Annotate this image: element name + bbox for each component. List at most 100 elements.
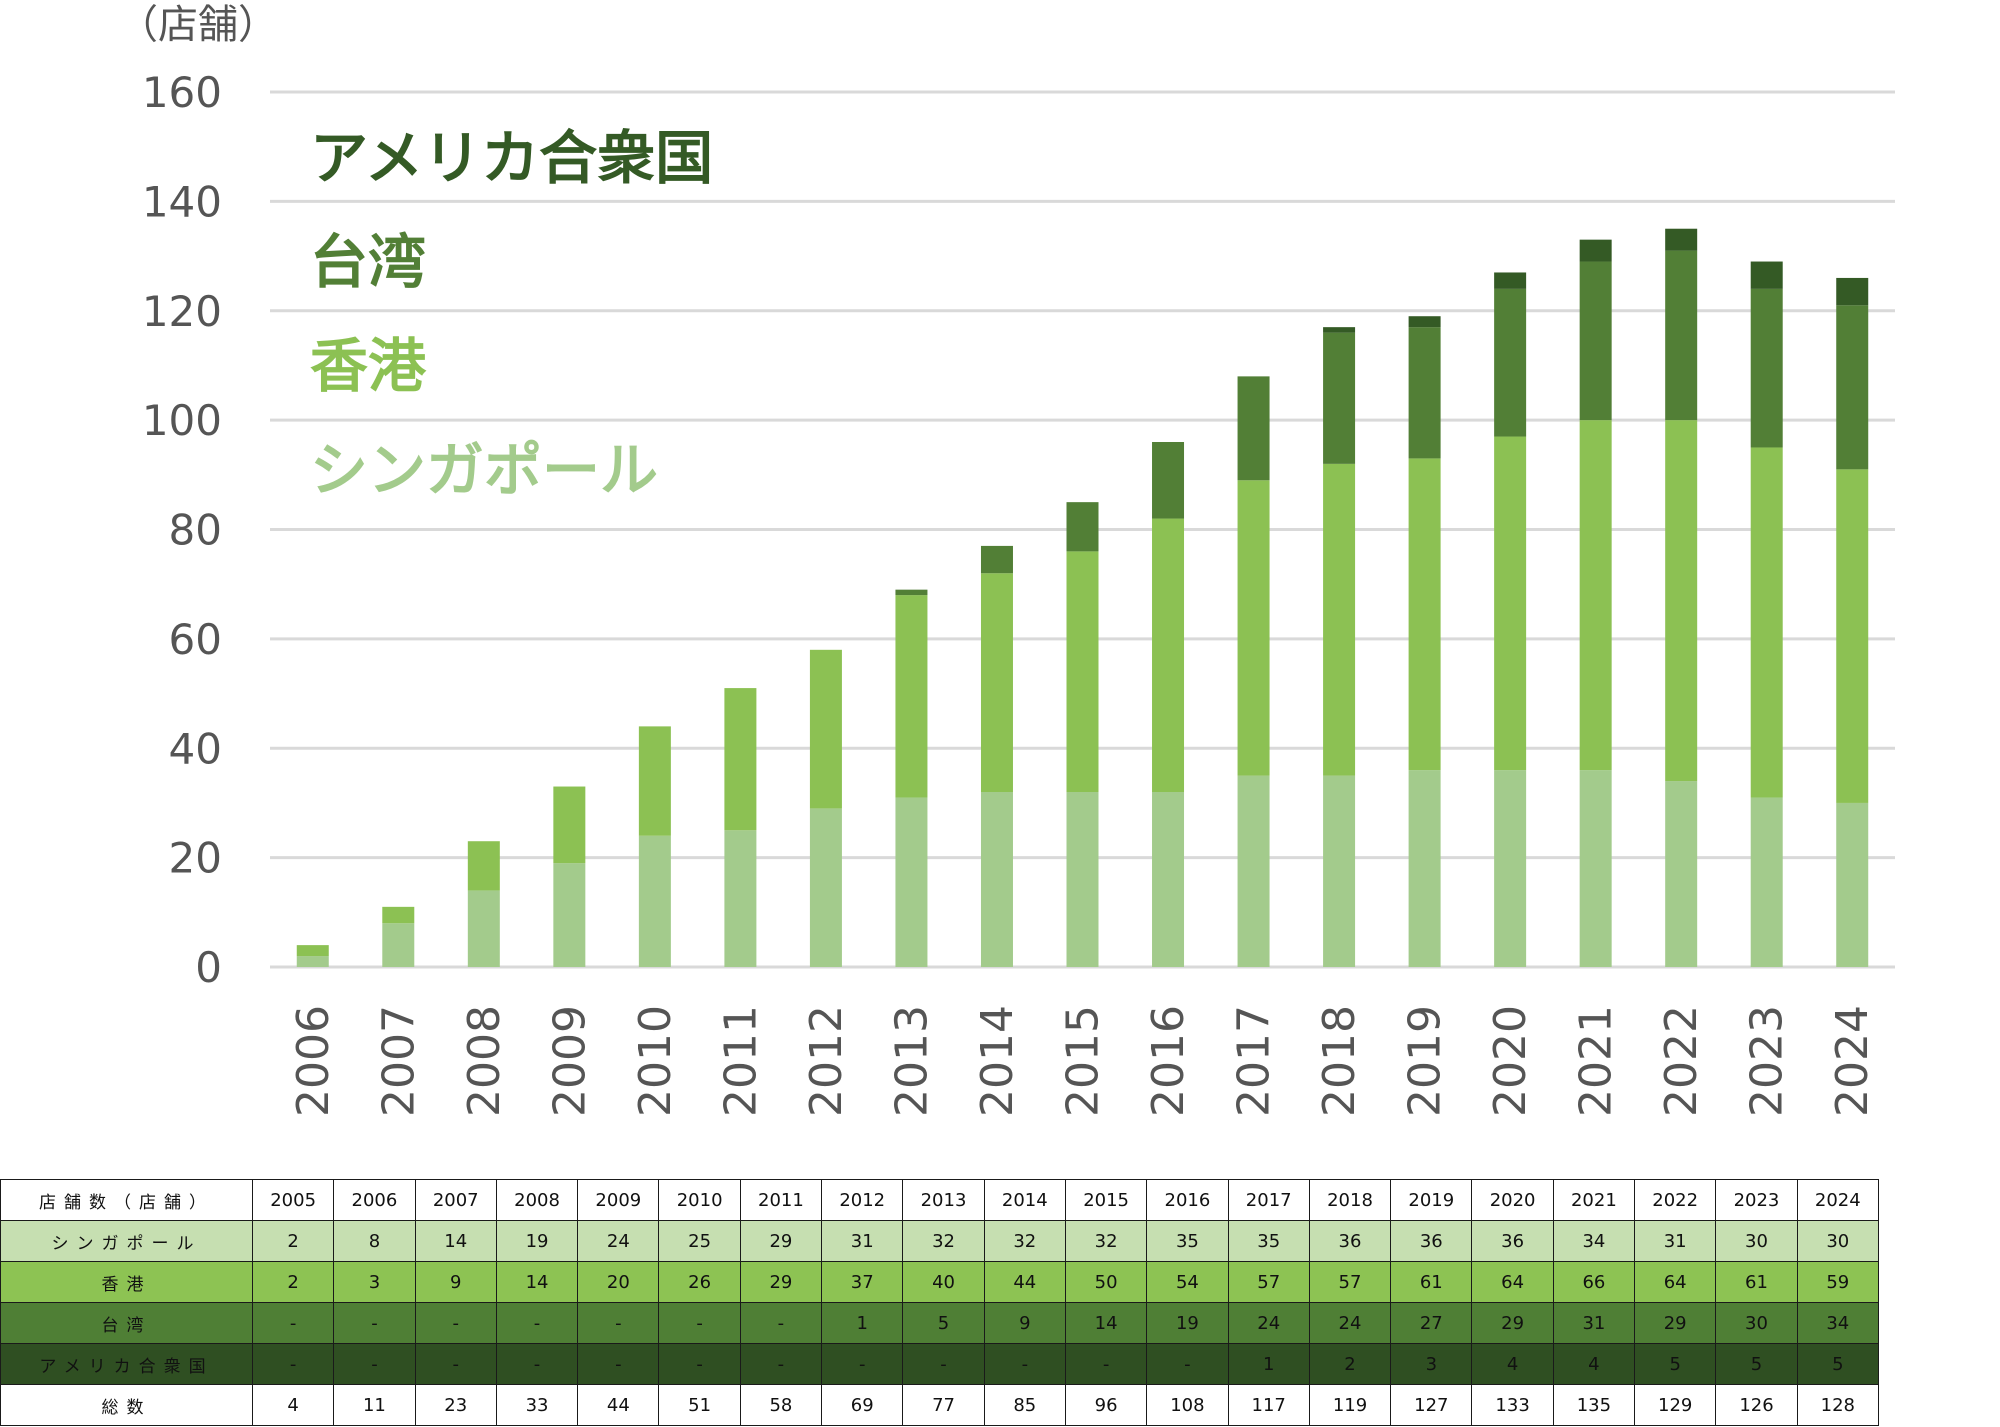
table-year-cell: 2019 xyxy=(1390,1179,1473,1221)
x-tick-label: 2015 xyxy=(1058,1005,1109,1117)
table-cell: 3 xyxy=(333,1261,416,1303)
table-year-cell: 2023 xyxy=(1715,1179,1798,1221)
table-year-cell: 2022 xyxy=(1634,1179,1717,1221)
y-tick-label: 120 xyxy=(142,287,222,336)
x-tick-label: 2016 xyxy=(1143,1005,1194,1117)
bar-2019-series-2 xyxy=(1408,327,1441,459)
table-cell: 4 xyxy=(1552,1343,1636,1385)
x-tick-label: 2014 xyxy=(972,1005,1023,1117)
table-cell: 9 xyxy=(414,1261,497,1303)
bar-2016-series-0 xyxy=(1152,792,1185,967)
table-cell: - xyxy=(333,1302,416,1344)
bar-2024-series-3 xyxy=(1836,277,1869,306)
table-cell: - xyxy=(414,1343,497,1385)
x-tick-label: 2006 xyxy=(288,1005,339,1117)
table-cell: - xyxy=(251,1343,335,1385)
bar-2012-series-0 xyxy=(809,808,842,967)
table-cell: 50 xyxy=(1064,1261,1148,1303)
bar-2015-series-1 xyxy=(1066,551,1099,792)
y-tick-label: 100 xyxy=(142,396,222,445)
bar-2013-series-2 xyxy=(895,589,928,596)
table-cell: 44 xyxy=(577,1384,660,1426)
table-cell: 35 xyxy=(1227,1220,1310,1262)
bar-2021-series-1 xyxy=(1579,420,1612,771)
bar-2018-series-0 xyxy=(1323,775,1356,967)
bar-2021-series-3 xyxy=(1579,239,1612,262)
y-tick-label: 40 xyxy=(169,724,222,773)
x-tick-label: 2011 xyxy=(715,1005,766,1117)
table-year-cell: 2015 xyxy=(1064,1179,1148,1221)
table-cell: 59 xyxy=(1796,1261,1880,1303)
bar-2023-series-1 xyxy=(1750,447,1783,798)
x-tick-label: 2009 xyxy=(544,1005,595,1117)
table-cell: 129 xyxy=(1634,1384,1717,1426)
bar-2020-series-1 xyxy=(1494,436,1527,771)
bar-2009-series-1 xyxy=(553,786,586,864)
table-cell: 14 xyxy=(1064,1302,1148,1344)
bar-2020-series-3 xyxy=(1494,272,1527,289)
table-cell: - xyxy=(333,1343,416,1385)
table-cell: - xyxy=(983,1343,1066,1385)
y-tick-label: 20 xyxy=(169,834,222,883)
table-cell: 8 xyxy=(333,1220,416,1262)
table-cell: 117 xyxy=(1227,1384,1310,1426)
table-cell: 5 xyxy=(902,1302,985,1344)
table-cell: - xyxy=(577,1302,660,1344)
table-cell: 1 xyxy=(821,1302,904,1344)
table-cell: 108 xyxy=(1146,1384,1229,1426)
table-cell: 37 xyxy=(821,1261,904,1303)
table-cell: - xyxy=(495,1343,579,1385)
x-tick-label: 2010 xyxy=(630,1005,681,1117)
y-tick-label: 160 xyxy=(142,68,222,117)
x-tick-label: 2022 xyxy=(1656,1005,1707,1117)
table-cell: 64 xyxy=(1634,1261,1717,1303)
table-cell: 57 xyxy=(1308,1261,1392,1303)
y-tick-label: 80 xyxy=(169,506,222,555)
table-cell: 32 xyxy=(983,1220,1066,1262)
bar-2017-series-2 xyxy=(1237,376,1270,481)
y-tick-label: 140 xyxy=(142,177,222,226)
bar-2018-series-1 xyxy=(1323,463,1356,776)
table-cell: 40 xyxy=(902,1261,985,1303)
table-cell: - xyxy=(658,1302,741,1344)
table-cell: 57 xyxy=(1227,1261,1310,1303)
table-cell: 24 xyxy=(1308,1302,1392,1344)
table-cell: 29 xyxy=(1634,1302,1717,1344)
bar-2020-series-0 xyxy=(1494,770,1527,967)
table-cell: 66 xyxy=(1552,1261,1636,1303)
table-year-cell: 2011 xyxy=(739,1179,823,1221)
table-cell: 3 xyxy=(1390,1343,1473,1385)
table-cell: 58 xyxy=(739,1384,823,1426)
bar-2006-series-1 xyxy=(296,945,329,957)
table-row-total: 総数 4 11 23 33 44 51 58 69 77 85 96 108 117 119 127 133 13… xyxy=(0,1384,1880,1426)
bar-2020-series-2 xyxy=(1494,288,1527,437)
x-tick-label: 2013 xyxy=(886,1005,937,1117)
y-tick-label: 60 xyxy=(169,615,222,664)
bar-2006-series-0 xyxy=(296,956,329,967)
table-cell: 44 xyxy=(983,1261,1066,1303)
bar-2022-series-2 xyxy=(1665,250,1698,421)
table-cell: 32 xyxy=(1064,1220,1148,1262)
table-cell: 25 xyxy=(658,1220,741,1262)
x-tick-label: 2007 xyxy=(373,1005,424,1117)
bar-2019-series-0 xyxy=(1408,770,1441,967)
table-cell: 2 xyxy=(251,1261,335,1303)
table-cell: 31 xyxy=(1634,1220,1717,1262)
bar-2023-series-3 xyxy=(1750,261,1783,289)
table-cell: - xyxy=(251,1302,335,1344)
table-cell: 34 xyxy=(1796,1302,1880,1344)
bar-2007-series-1 xyxy=(382,906,415,924)
table-cell: 64 xyxy=(1471,1261,1554,1303)
table-cell: 54 xyxy=(1146,1261,1229,1303)
table-cell: 127 xyxy=(1390,1384,1473,1426)
table-year-cell: 2017 xyxy=(1227,1179,1310,1221)
table-cell: 4 xyxy=(251,1384,335,1426)
bar-2024-series-1 xyxy=(1836,469,1869,803)
table-year-cell: 2006 xyxy=(333,1179,416,1221)
table-row-label: 総数 xyxy=(0,1384,253,1426)
bar-2015-series-0 xyxy=(1066,792,1099,967)
table-cell: 24 xyxy=(1227,1302,1310,1344)
bar-2011-series-1 xyxy=(724,688,757,831)
table-cell: 5 xyxy=(1715,1343,1798,1385)
